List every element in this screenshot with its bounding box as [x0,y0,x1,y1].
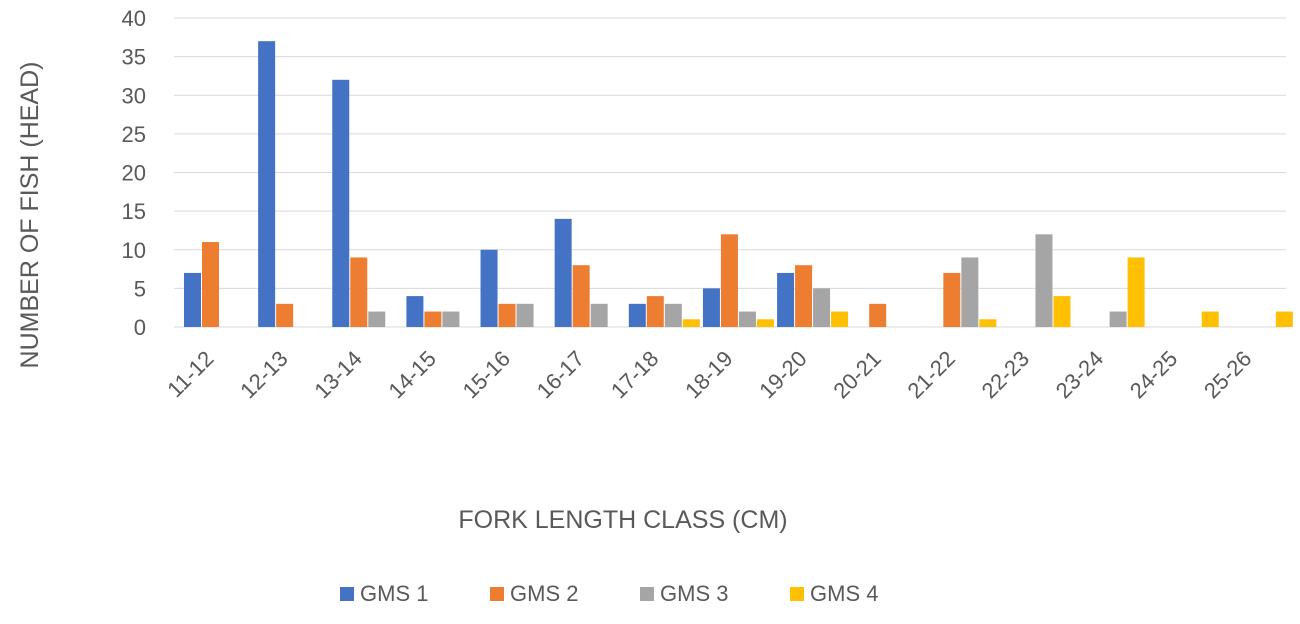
legend-label: GMS 1 [360,581,428,606]
bar [831,311,849,327]
legend: GMS 1 GMS 2 GMS 3 GMS 4 [340,581,878,606]
bar [795,265,813,327]
y-tick-label: 0 [134,315,146,340]
legend-label: GMS 4 [810,581,878,606]
bars [184,41,1293,328]
bar [424,311,442,327]
y-tick-label: 15 [122,199,146,224]
y-tick-label: 30 [122,83,146,108]
bar [979,319,997,327]
x-tick-label: 22-23 [977,346,1034,403]
bar [442,311,460,327]
bar [702,288,720,327]
legend-label: GMS 2 [510,581,578,606]
bar [572,265,590,327]
legend-swatch [790,587,804,601]
y-tick-label: 20 [122,161,146,186]
bar [480,249,498,327]
bar [682,319,700,327]
x-axis-ticks: 11-12 12-13 13-14 14-15 15-16 16-17 17-18 18-19… [162,346,1256,403]
bar [813,288,831,327]
legend-swatch [640,587,654,601]
y-axis-title: NUMBER OF FISH (HEAD) [16,62,44,369]
bar [738,311,756,327]
x-tick-label: 21-22 [902,346,959,403]
x-tick-label: 20-21 [828,346,885,403]
x-tick-label: 16-17 [532,346,589,403]
bar [628,303,646,327]
bar [368,311,386,327]
x-tick-label: 19-20 [754,346,811,403]
x-axis-title: FORK LENGTH CLASS (CM) [458,506,787,534]
x-tick-label: 14-15 [384,346,441,403]
x-tick-label: 24-25 [1125,346,1182,403]
bar [258,41,276,328]
y-tick-label: 40 [122,6,146,31]
legend-swatch [490,587,504,601]
bar [664,303,682,327]
y-tick-label: 35 [122,45,146,70]
bar [406,296,424,327]
legend-swatch [340,587,354,601]
x-tick-label: 13-14 [309,346,366,403]
bar [1275,311,1293,327]
x-tick-label: 15-16 [458,346,515,403]
x-tick-label: 25-26 [1199,346,1256,403]
bar [1035,234,1053,327]
bar [554,218,572,327]
legend-label: GMS 3 [660,581,728,606]
bar [1127,257,1145,327]
bar [498,303,516,327]
x-tick-label: 17-18 [606,346,663,403]
bar [516,303,534,327]
bar [202,242,219,327]
bar [720,234,738,327]
y-tick-label: 5 [134,276,146,301]
bar [276,303,294,327]
y-tick-label: 10 [122,238,146,263]
bar [777,272,795,327]
bar [961,257,979,327]
bar [350,257,368,327]
bar [590,303,608,327]
x-tick-label: 18-19 [680,346,737,403]
bar [869,303,887,327]
bar [184,272,201,327]
bar [943,272,961,327]
bar [1201,311,1219,327]
x-tick-label: 12-13 [235,346,292,403]
x-tick-label: 11-12 [162,346,218,402]
y-tick-label: 25 [122,122,146,147]
bar [1053,296,1071,327]
bar [756,319,774,327]
y-axis-ticks: 0 5 10 15 20 25 30 35 40 [122,6,146,340]
bar [646,296,664,327]
bar [1109,311,1127,327]
bar [332,79,350,327]
x-tick-label: 23-24 [1051,346,1108,403]
